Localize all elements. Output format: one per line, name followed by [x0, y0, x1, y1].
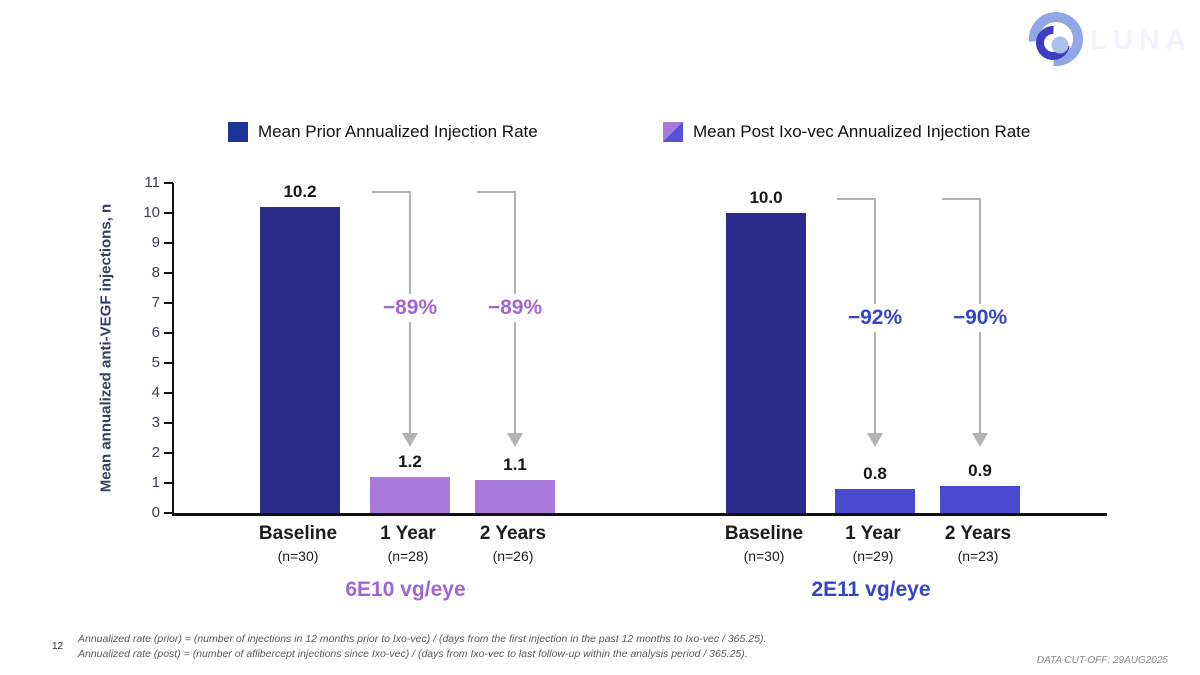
y-tick: [164, 302, 173, 304]
luna-logo: LUNA: [1020, 10, 1186, 72]
bar-value-label: 0.8: [863, 464, 887, 483]
change-percent-label: −89%: [350, 294, 470, 322]
x-label-n: (n=29): [852, 548, 894, 564]
change-arrow-head: [402, 433, 418, 447]
change-arrow-top: [942, 198, 980, 200]
x-label-n: (n=23): [957, 548, 999, 564]
legend-post-label: Mean Post Ixo-vec Annualized Injection R…: [693, 122, 1031, 141]
y-tick: [164, 422, 173, 424]
y-tick: [164, 182, 173, 184]
change-arrow-head: [972, 433, 988, 447]
y-tick-label: 3: [151, 414, 160, 431]
y-tick: [164, 392, 173, 394]
x-label-n: (n=30): [743, 548, 785, 564]
x-label-text: Baseline: [258, 523, 338, 544]
bar-value-label: 1.1: [503, 455, 527, 474]
y-tick: [164, 272, 173, 274]
y-tick-label: 0: [151, 504, 160, 521]
y-tick: [164, 212, 173, 214]
luna-wordmark: LUNA: [1090, 24, 1192, 55]
legend-post-swatch: [663, 122, 683, 142]
group-title-6e10: 6E10 vg/eye: [345, 578, 466, 601]
footnote-line-1: Annualized rate (prior) = (number of inj…: [78, 633, 767, 645]
change-arrow-top: [372, 191, 410, 193]
luna-logo-icon: [1029, 12, 1083, 66]
data-cutoff: DATA CUT-OFF: 29AUG2025: [1036, 655, 1168, 666]
x-label-baseline: Baseline (n=30): [223, 523, 373, 564]
x-label-text: 2 Years: [944, 523, 1012, 544]
x-label-n: (n=26): [492, 548, 534, 564]
change-percent-label: −90%: [920, 304, 1040, 332]
y-tick: [164, 332, 173, 334]
y-tick: [164, 482, 173, 484]
x-label-text: Baseline: [724, 523, 804, 544]
y-tick-label: 11: [144, 174, 160, 191]
y-tick: [164, 452, 173, 454]
x-label-baseline: Baseline (n=30): [689, 523, 839, 564]
y-axis-title: Mean annualized anti-VEGF injections, n: [97, 203, 115, 493]
y-tick-label: 8: [151, 264, 160, 281]
x-label-n: (n=28): [387, 548, 429, 564]
bar-value-label: 0.9: [968, 461, 992, 480]
bar-2E11-2-years: [940, 486, 1020, 513]
bar-6E10-2-years: [475, 480, 555, 513]
y-tick: [164, 362, 173, 364]
bar-6E10-baseline: [260, 207, 340, 513]
bar-6E10-1-year: [370, 477, 450, 513]
x-label-text: 1 Year: [380, 523, 436, 544]
change-arrow-head: [867, 433, 883, 447]
footnote-line-2: Annualized rate (post) = (number of afli…: [78, 648, 748, 660]
bar-value-label: 1.2: [398, 452, 422, 471]
legend-prior-label: Mean Prior Annualized Injection Rate: [258, 122, 538, 141]
y-tick-label: 7: [151, 294, 160, 311]
y-tick-label: 2: [151, 444, 160, 461]
y-tick-label: 10: [143, 204, 160, 221]
x-label-1-year: 1 Year (n=28): [333, 523, 483, 564]
bar-value-label: 10.0: [749, 188, 783, 207]
legend-prior-swatch: [228, 122, 248, 142]
bar-2E11-1-year: [835, 489, 915, 513]
change-arrow-head: [507, 433, 523, 447]
change-percent-label: −92%: [815, 304, 935, 332]
y-tick: [164, 512, 173, 514]
bar-value-label: 10.2: [283, 182, 317, 201]
y-tick-label: 6: [151, 324, 160, 341]
y-tick-label: 1: [151, 474, 160, 491]
x-label-n: (n=30): [277, 548, 319, 564]
y-tick-label: 5: [151, 354, 160, 371]
change-arrow-top: [837, 198, 875, 200]
x-label-text: 2 Years: [479, 523, 547, 544]
legend-post: Mean Post Ixo-vec Annualized Injection R…: [663, 122, 1030, 142]
y-tick: [164, 242, 173, 244]
x-label-text: 1 Year: [845, 523, 901, 544]
x-label-2-years: 2 Years (n=26): [438, 523, 588, 564]
legend-prior: Mean Prior Annualized Injection Rate: [228, 122, 538, 142]
x-label-1-year: 1 Year (n=29): [798, 523, 948, 564]
change-arrow-top: [477, 191, 515, 193]
x-label-2-years: 2 Years (n=23): [903, 523, 1053, 564]
page-number: 12: [52, 641, 64, 652]
footnotes: Annualized rate (prior) = (number of inj…: [78, 632, 766, 662]
bar-2E11-baseline: [726, 213, 806, 513]
plot-area: Mean annualized anti-VEGF injections, n …: [98, 174, 1107, 521]
y-tick-label: 4: [151, 384, 160, 401]
group-title-2e11: 2E11 vg/eye: [811, 578, 931, 601]
y-tick-label: 9: [151, 234, 160, 251]
change-percent-label: −89%: [455, 294, 575, 322]
